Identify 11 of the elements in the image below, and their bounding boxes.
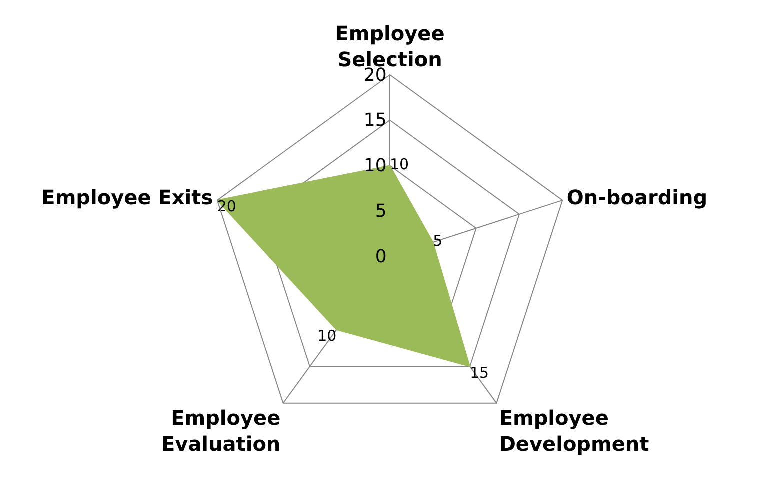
- data-label: 5: [433, 232, 443, 250]
- spoke-label: Employee Evaluation: [161, 406, 281, 456]
- data-label: 10: [318, 327, 337, 346]
- spoke-label: Employee Exits: [42, 185, 214, 210]
- data-label: 15: [470, 364, 490, 382]
- data-label: 10: [390, 156, 410, 174]
- y-tick-label: 15: [364, 110, 387, 132]
- spoke-label: Employee Development: [499, 406, 650, 456]
- spoke-label: On-boarding: [566, 185, 708, 210]
- y-tick-label: 5: [375, 200, 387, 222]
- y-tick-label: 0: [375, 246, 387, 268]
